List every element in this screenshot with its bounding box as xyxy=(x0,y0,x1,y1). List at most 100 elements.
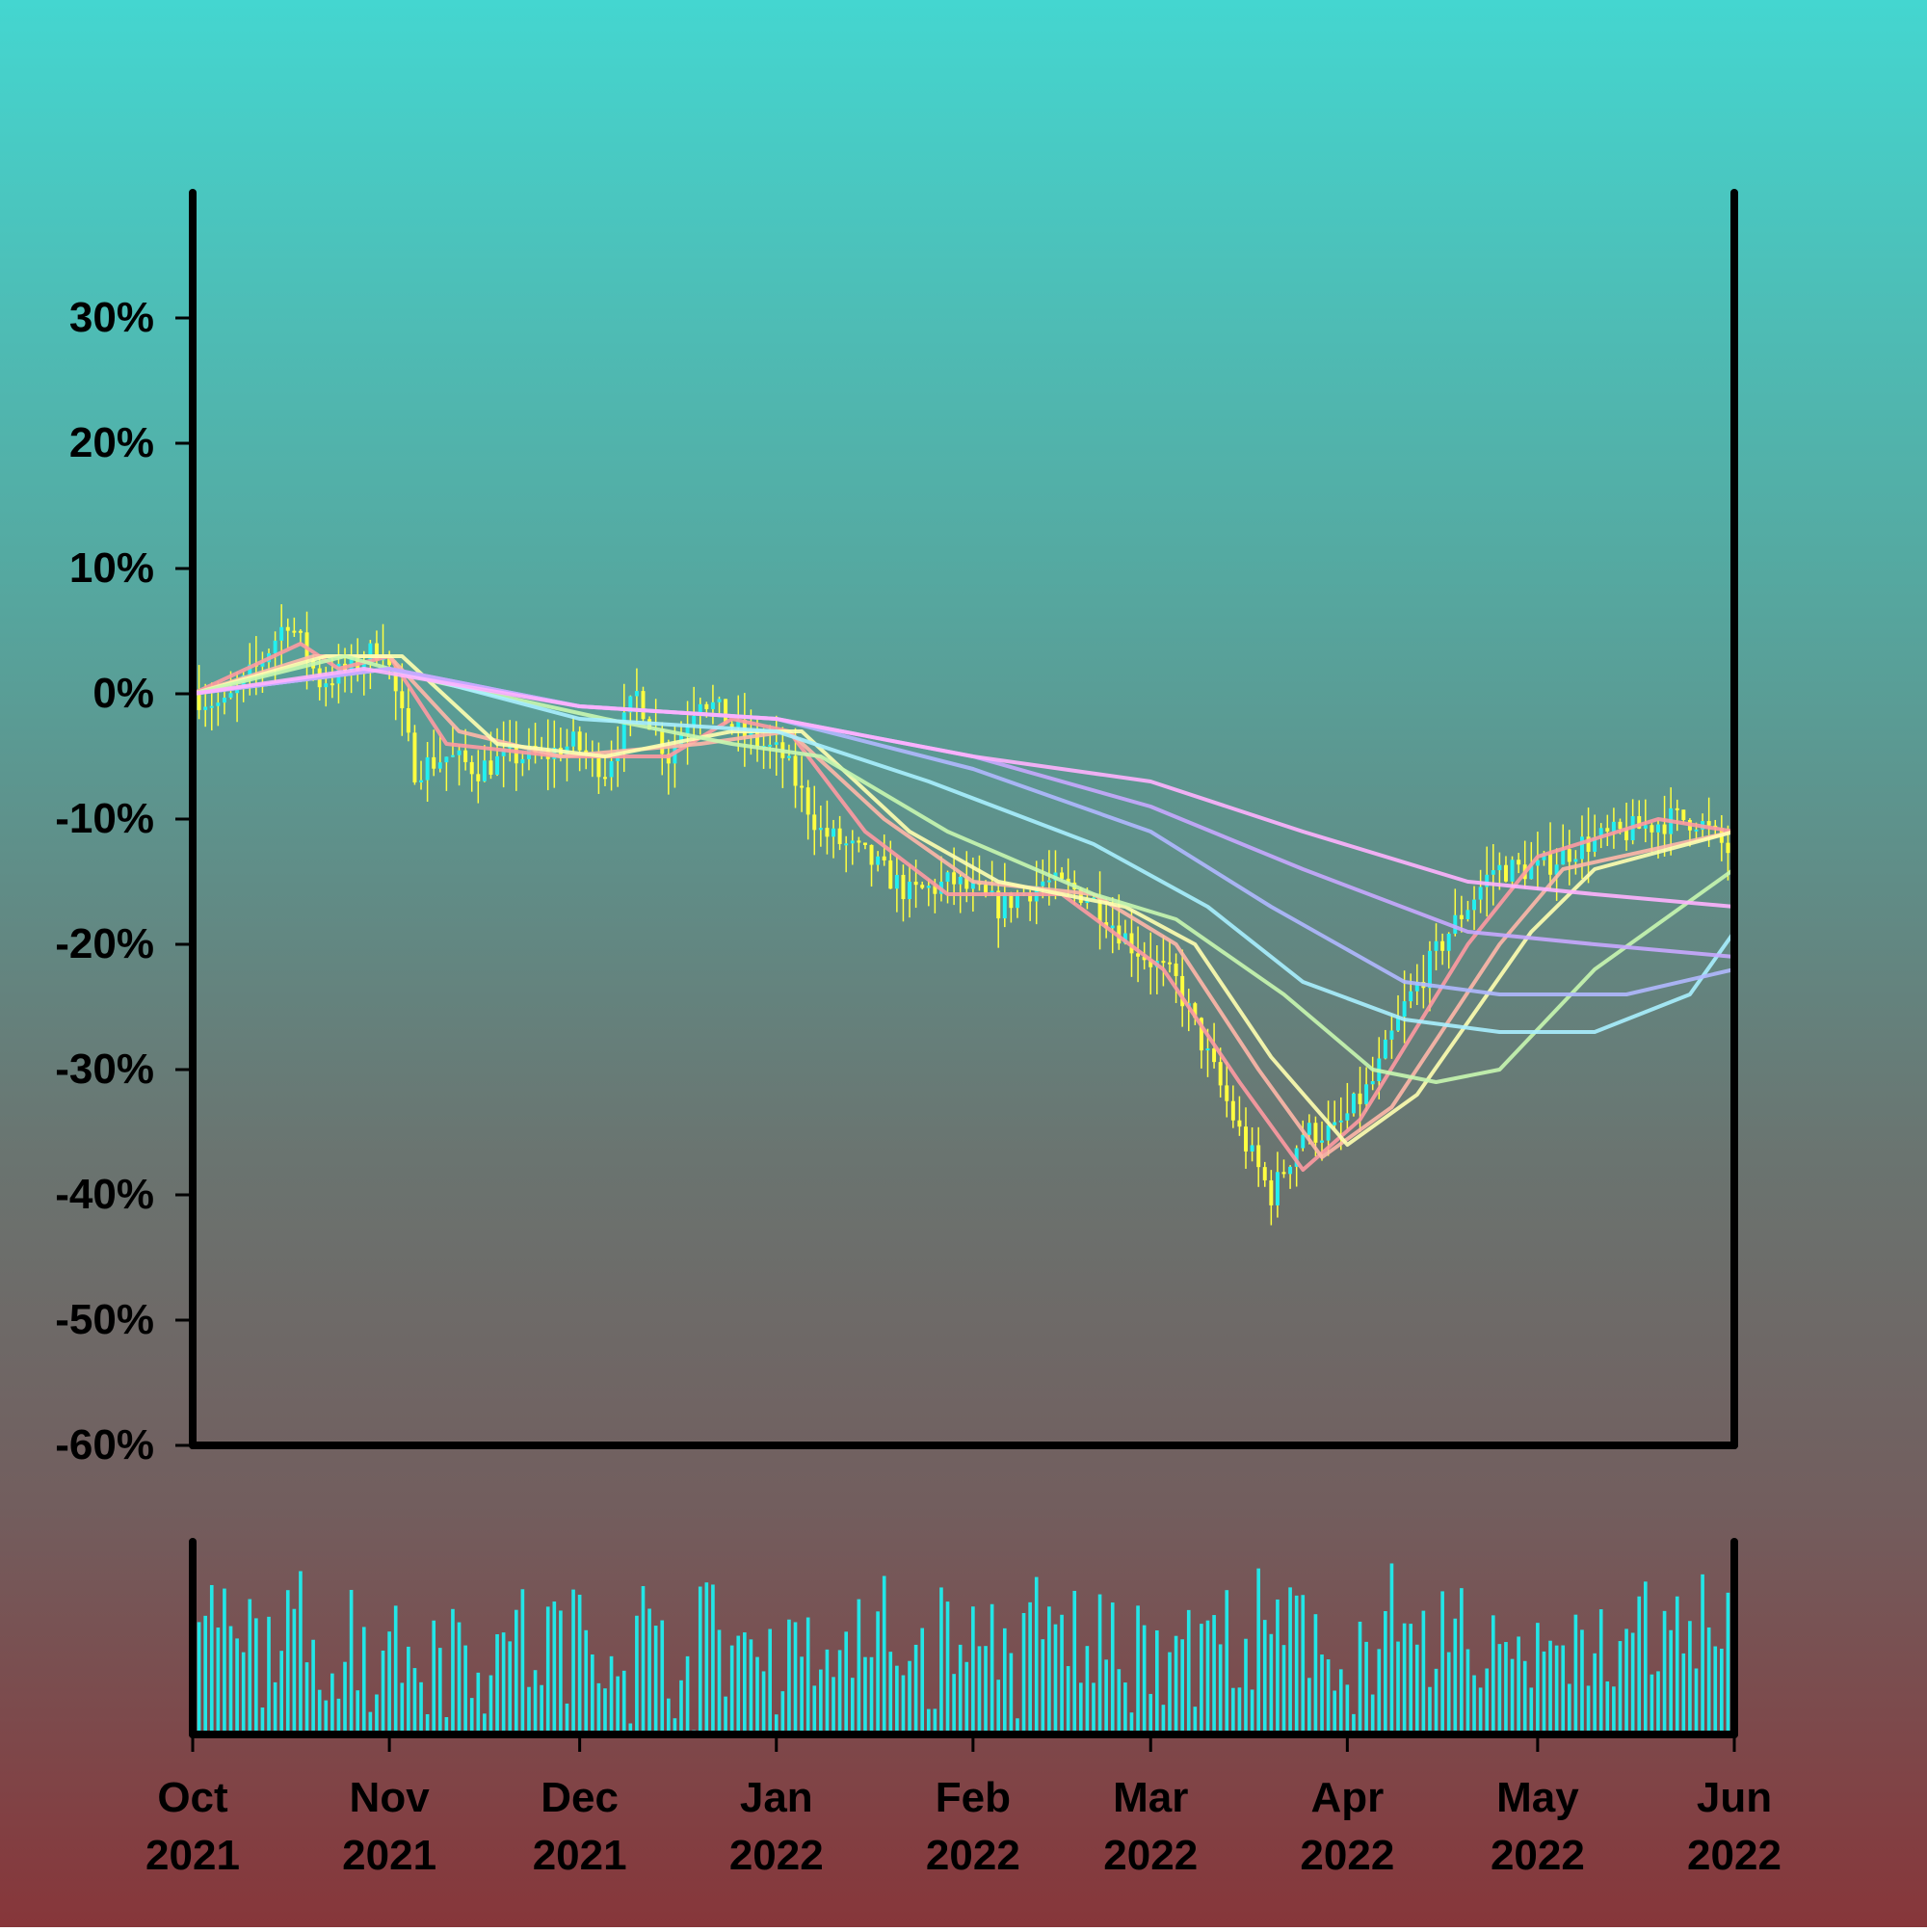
candle-body xyxy=(1161,961,1166,964)
candle-body xyxy=(641,691,646,720)
volume-bar xyxy=(432,1620,436,1734)
candle-body xyxy=(1275,1172,1280,1205)
volume-bar xyxy=(800,1656,804,1734)
moving-average-line-15 xyxy=(191,654,1736,1147)
candle-body xyxy=(1218,1062,1223,1086)
volume-bar xyxy=(736,1635,741,1734)
volume-bar xyxy=(1428,1686,1432,1734)
candle-body xyxy=(1465,910,1470,919)
candle-body xyxy=(805,787,810,815)
volume-bar xyxy=(1554,1645,1559,1734)
candle-body xyxy=(457,750,462,755)
volume-bar xyxy=(279,1651,283,1734)
volume-bar xyxy=(254,1618,258,1734)
candle-body xyxy=(1358,1093,1362,1104)
volume-bar xyxy=(285,1590,290,1734)
candle-body xyxy=(1561,849,1566,865)
x-tick-month-label: Jan xyxy=(740,1774,813,1821)
candle-body xyxy=(1307,1123,1311,1135)
x-tick-month-label: Nov xyxy=(350,1774,431,1821)
volume-bar xyxy=(743,1632,747,1734)
candle-body xyxy=(273,640,277,653)
volume-bar xyxy=(375,1694,379,1734)
volume-bar xyxy=(1218,1644,1223,1734)
volume-bar xyxy=(1662,1610,1667,1734)
x-tick-year-label: 2021 xyxy=(145,1832,240,1879)
candle-body xyxy=(203,706,208,710)
volume-bar xyxy=(1522,1660,1527,1734)
volume-bar xyxy=(1720,1648,1724,1734)
volume-bar xyxy=(1701,1574,1704,1734)
volume-bar xyxy=(361,1627,366,1734)
volume-bar xyxy=(476,1672,481,1734)
volume-bar xyxy=(1726,1592,1730,1734)
candle-body xyxy=(393,665,398,692)
volume-bar xyxy=(451,1608,455,1734)
candle-body xyxy=(412,732,417,783)
volume-bar xyxy=(1016,1718,1019,1734)
volume-bar xyxy=(317,1689,322,1734)
candle-body xyxy=(1009,892,1014,909)
candle-body xyxy=(1364,1084,1369,1104)
volume-bar xyxy=(768,1628,772,1734)
y-tick-label: -40% xyxy=(55,1171,154,1218)
volume-bar xyxy=(1573,1614,1578,1734)
volume-bar xyxy=(1028,1601,1032,1734)
volume-bar xyxy=(1491,1615,1495,1734)
candle-body xyxy=(1434,940,1439,951)
candle-body xyxy=(1142,956,1147,961)
candle-body xyxy=(444,756,449,763)
candle-body xyxy=(964,877,969,889)
candle-body xyxy=(520,758,525,764)
candle-body xyxy=(724,699,728,725)
candle-body xyxy=(1136,953,1141,957)
volume-bar xyxy=(1453,1618,1458,1734)
x-tick-month-label: Feb xyxy=(936,1774,1011,1821)
volume-bar xyxy=(1440,1591,1444,1734)
volume-bar xyxy=(545,1606,550,1734)
candle-body xyxy=(1662,824,1667,834)
volume-bar xyxy=(901,1675,906,1734)
volume-bar xyxy=(857,1599,861,1734)
volume-bar xyxy=(1561,1645,1566,1734)
candle-body xyxy=(660,728,665,754)
volume-bar xyxy=(1605,1681,1610,1734)
candle-body xyxy=(419,780,424,783)
candle-body xyxy=(894,874,899,889)
candle-body xyxy=(437,762,442,769)
volume-bar xyxy=(685,1655,690,1734)
volume-bar xyxy=(1072,1590,1077,1734)
candle-body xyxy=(628,696,633,713)
candle-body xyxy=(603,777,607,780)
candle-body xyxy=(1383,1039,1387,1059)
candle-body xyxy=(1491,870,1495,875)
x-tick-month-label: Oct xyxy=(157,1774,228,1821)
candle-body xyxy=(1313,1123,1318,1143)
candle-body xyxy=(862,842,867,845)
volume-bar xyxy=(621,1670,626,1734)
candle-body xyxy=(1230,1100,1235,1121)
volume-bar xyxy=(1510,1658,1515,1734)
candle-body xyxy=(1301,1134,1306,1149)
candle-body xyxy=(514,744,518,764)
candle-body xyxy=(1605,828,1610,832)
candle-body xyxy=(1535,860,1540,866)
candle-body xyxy=(1726,842,1730,854)
volume-bar xyxy=(1618,1641,1623,1734)
volume-bar xyxy=(869,1656,874,1734)
volume-bar xyxy=(1548,1640,1552,1734)
candle-body xyxy=(1427,950,1432,989)
volume-bar xyxy=(533,1670,538,1734)
volume-bar xyxy=(1269,1633,1274,1734)
volume-bar xyxy=(832,1677,835,1734)
candle-body xyxy=(425,756,430,781)
volume-bar xyxy=(1389,1563,1394,1734)
volume-bar xyxy=(1200,1624,1203,1734)
x-tick-month-label: May xyxy=(1496,1774,1579,1821)
candle-body xyxy=(501,748,506,756)
volume-bar xyxy=(913,1644,918,1734)
candle-body xyxy=(495,755,500,775)
candle-body xyxy=(1598,828,1603,837)
volume-bar xyxy=(673,1718,677,1734)
volume-bar xyxy=(1155,1629,1159,1734)
